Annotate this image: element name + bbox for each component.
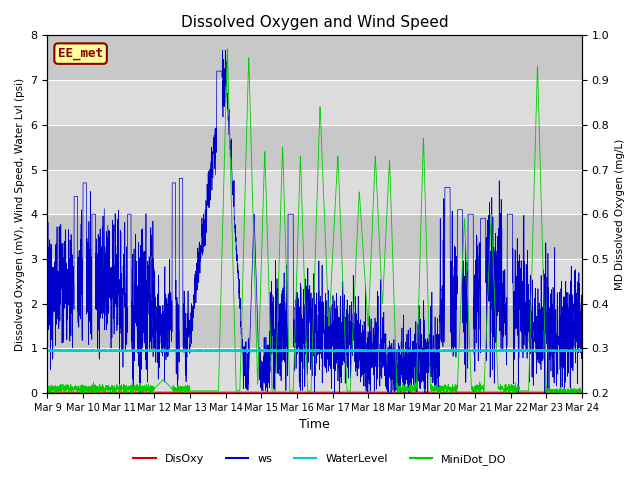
MiniDot_DO xyxy=(136,384,144,389)
MiniDot_DO xyxy=(44,384,51,390)
Bar xyxy=(47,259,582,304)
WaterLevel xyxy=(202,347,210,352)
Line: ws: ws xyxy=(47,50,582,393)
DisOxy xyxy=(104,389,112,395)
Line: WaterLevel: WaterLevel xyxy=(47,349,582,352)
WaterLevel xyxy=(578,348,586,353)
DisOxy xyxy=(510,389,518,395)
ws xyxy=(249,254,257,260)
WaterLevel xyxy=(104,348,112,354)
ws xyxy=(578,355,586,360)
MiniDot_DO xyxy=(223,46,231,52)
WaterLevel xyxy=(510,347,518,353)
Title: Dissolved Oxygen and Wind Speed: Dissolved Oxygen and Wind Speed xyxy=(181,15,449,30)
ws xyxy=(541,390,548,396)
Bar xyxy=(47,169,582,214)
ws xyxy=(136,283,144,288)
WaterLevel xyxy=(136,348,144,354)
MiniDot_DO xyxy=(436,390,444,396)
Line: MiniDot_DO: MiniDot_DO xyxy=(47,49,582,393)
DisOxy xyxy=(272,389,280,395)
WaterLevel xyxy=(436,349,444,355)
WaterLevel xyxy=(44,348,51,354)
Bar xyxy=(47,304,582,348)
DisOxy xyxy=(248,389,256,395)
Bar xyxy=(47,214,582,259)
ws xyxy=(510,288,518,294)
Bar xyxy=(47,80,582,125)
DisOxy xyxy=(44,389,51,395)
Legend: DisOxy, ws, WaterLevel, MiniDot_DO: DisOxy, ws, WaterLevel, MiniDot_DO xyxy=(129,450,511,469)
MiniDot_DO xyxy=(578,388,586,394)
Y-axis label: MD Dissolved Oxygen (mg/L): MD Dissolved Oxygen (mg/L) xyxy=(615,139,625,290)
Bar xyxy=(47,125,582,169)
Text: EE_met: EE_met xyxy=(58,47,103,60)
DisOxy xyxy=(136,389,144,395)
WaterLevel xyxy=(568,348,575,354)
DisOxy xyxy=(578,389,586,395)
ws xyxy=(272,371,280,376)
MiniDot_DO xyxy=(249,195,257,201)
MiniDot_DO xyxy=(104,383,112,388)
Bar xyxy=(47,36,582,80)
ws xyxy=(221,48,229,53)
ws xyxy=(44,338,51,344)
ws xyxy=(104,311,112,316)
MiniDot_DO xyxy=(272,375,280,381)
ws xyxy=(568,323,575,329)
DisOxy xyxy=(568,389,575,395)
MiniDot_DO xyxy=(568,390,575,396)
X-axis label: Time: Time xyxy=(300,419,330,432)
WaterLevel xyxy=(249,348,257,353)
Y-axis label: Dissolved Oxygen (mV), Wind Speed, Water Lvl (psi): Dissolved Oxygen (mV), Wind Speed, Water… xyxy=(15,78,25,351)
WaterLevel xyxy=(272,347,280,353)
MiniDot_DO xyxy=(510,386,518,392)
Bar xyxy=(47,348,582,393)
